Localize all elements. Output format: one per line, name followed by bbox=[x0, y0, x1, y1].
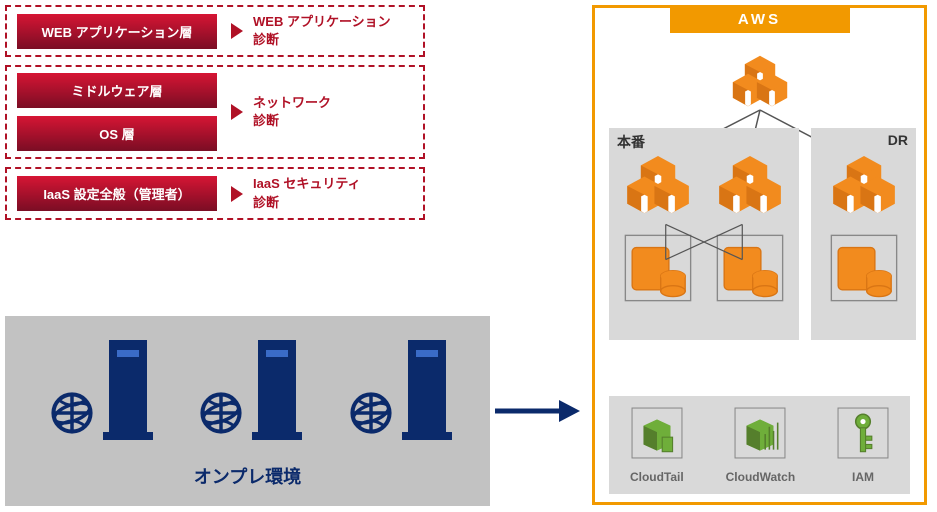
aws-env-grid bbox=[617, 154, 791, 307]
layer-action-label: IaaS セキュリティ 診断 bbox=[253, 175, 361, 211]
layer-chips: ミドルウェア層 OS 層 bbox=[17, 73, 217, 151]
globe-icon bbox=[342, 384, 400, 447]
layer-row: IaaS 設定全般（管理者） IaaS セキュリティ 診断 bbox=[5, 167, 425, 219]
aws-service-label: CloudTail bbox=[630, 470, 684, 484]
layer-chip: IaaS 設定全般（管理者） bbox=[17, 176, 217, 211]
onprem-node bbox=[342, 338, 452, 447]
onprem-title: オンプレ環境 bbox=[5, 463, 490, 489]
aws-title: AWS bbox=[670, 5, 850, 33]
server-tower-icon bbox=[402, 338, 452, 447]
layer-action-label: ネットワーク 診断 bbox=[253, 94, 331, 130]
iam-icon bbox=[837, 407, 889, 464]
layer-arrow-icon bbox=[231, 23, 243, 39]
layer-chip: OS 層 bbox=[17, 116, 217, 151]
server-tower-icon bbox=[103, 338, 153, 447]
aws-environment-frame: AWS CloudTail CloudWatch IAM 本番 bbox=[592, 5, 927, 505]
onprem-node bbox=[43, 338, 153, 447]
onprem-node bbox=[192, 338, 302, 447]
cloudwatch-icon bbox=[734, 407, 786, 464]
layer-chip: WEB アプリケーション層 bbox=[17, 14, 217, 49]
aws-gateway-icon bbox=[730, 54, 790, 114]
onprem-environment: オンプレ環境 bbox=[5, 316, 490, 506]
aws-stacked-icon bbox=[624, 154, 692, 222]
aws-stacked-icon bbox=[830, 154, 898, 222]
layer-arrow-icon bbox=[231, 104, 243, 120]
layer-row: WEB アプリケーション層 WEB アプリケーション 診断 bbox=[5, 5, 425, 57]
aws-service-item: CloudTail bbox=[630, 407, 684, 484]
aws-service-label: CloudWatch bbox=[726, 470, 796, 484]
aws-db-icon bbox=[830, 234, 898, 307]
aws-service-item: CloudWatch bbox=[726, 407, 796, 484]
aws-env-grid bbox=[819, 154, 908, 307]
aws-env-title: 本番 bbox=[617, 132, 645, 152]
aws-db-icon bbox=[716, 234, 784, 307]
layer-arrow-icon bbox=[231, 186, 243, 202]
aws-service-label: IAM bbox=[852, 470, 874, 484]
layer-chip: ミドルウェア層 bbox=[17, 73, 217, 108]
globe-icon bbox=[43, 384, 101, 447]
diagnostic-layers-table: WEB アプリケーション層 WEB アプリケーション 診断ミドルウェア層 OS 層 ネ… bbox=[5, 5, 425, 228]
layer-chips: WEB アプリケーション層 bbox=[17, 14, 217, 49]
aws-env-box: 本番 bbox=[609, 128, 799, 340]
aws-service-item: IAM bbox=[837, 407, 889, 484]
arrow-onprem-to-aws bbox=[495, 400, 580, 422]
aws-env-box: DR bbox=[811, 128, 916, 340]
onprem-nodes-row bbox=[5, 338, 490, 447]
server-tower-icon bbox=[252, 338, 302, 447]
cloudtrail-icon bbox=[631, 407, 683, 464]
globe-icon bbox=[192, 384, 250, 447]
aws-db-icon bbox=[624, 234, 692, 307]
aws-stacked-icon bbox=[716, 154, 784, 222]
layer-chips: IaaS 設定全般（管理者） bbox=[17, 176, 217, 211]
aws-env-title: DR bbox=[888, 132, 908, 148]
aws-services-row: CloudTail CloudWatch IAM bbox=[609, 396, 910, 494]
layer-row: ミドルウェア層 OS 層 ネットワーク 診断 bbox=[5, 65, 425, 159]
layer-action-label: WEB アプリケーション 診断 bbox=[253, 13, 391, 49]
